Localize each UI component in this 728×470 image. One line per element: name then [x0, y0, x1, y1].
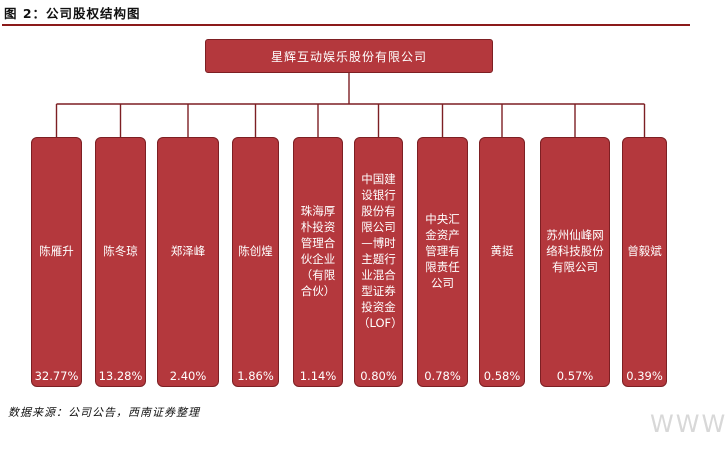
shareholder-name: 黄挺 — [490, 244, 514, 258]
shareholder-box: 珠海厚朴投资管理合伙企业（有限合伙） 1.14% — [293, 137, 343, 387]
shareholding-percentage: 13.28% — [98, 369, 143, 383]
shareholding-percentage: 1.86% — [237, 369, 274, 383]
shareholder-box: 黄挺 0.58% — [479, 137, 525, 387]
shareholding-percentage: 32.77% — [34, 369, 79, 383]
root-company-name: 星辉互动娱乐股份有限公司 — [270, 49, 427, 64]
shareholder-box: 中央汇金资产管理有限责任公司 0.78% — [417, 137, 468, 387]
shareholder-box: 陈冬琼 13.28% — [95, 137, 146, 387]
shareholder-box: 苏州仙峰网络科技股份有限公司 0.57% — [540, 137, 610, 387]
watermark: WWW — [650, 410, 728, 438]
shareholding-percentage: 0.78% — [424, 369, 461, 383]
shareholder-name: 郑泽峰 — [170, 244, 206, 258]
shareholder-name: 苏州仙峰网络科技股份有限公司 — [546, 228, 604, 274]
shareholding-percentage: 0.39% — [626, 369, 663, 383]
shareholding-percentage: 1.14% — [299, 369, 337, 383]
shareholding-percentage: 2.40% — [169, 369, 207, 383]
shareholder-box: 郑泽峰 2.40% — [157, 137, 219, 387]
shareholder-name: 中央汇金资产管理有限责任公司 — [425, 212, 460, 290]
shareholder-name: 中国建设银行股份有限公司—博时主题行业混合型证券投资金（LOF） — [358, 172, 403, 330]
root-company-box: 星辉互动娱乐股份有限公司 — [205, 39, 493, 73]
shareholding-percentage: 0.80% — [360, 369, 397, 383]
shareholding-percentage: 0.58% — [483, 369, 521, 383]
source-note: 数据来源：公司公告，西南证券整理 — [8, 406, 200, 419]
shareholder-name: 陈创煌 — [238, 244, 273, 258]
shareholder-name: 陈冬琼 — [103, 244, 138, 258]
shareholder-box: 曾毅斌 0.39% — [622, 137, 667, 387]
shareholder-name: 珠海厚朴投资管理合伙企业（有限合伙） — [300, 204, 336, 298]
shareholder-box: 陈创煌 1.86% — [232, 137, 279, 387]
shareholding-percentage: 0.57% — [556, 369, 594, 383]
shareholder-name: 陈雁升 — [39, 244, 74, 258]
title-divider — [2, 24, 690, 26]
shareholder-box: 中国建设银行股份有限公司—博时主题行业混合型证券投资金（LOF） 0.80% — [354, 137, 403, 387]
shareholder-box: 陈雁升 32.77% — [31, 137, 82, 387]
figure-title: 图 2：公司股权结构图 — [4, 6, 141, 21]
shareholder-name: 曾毅斌 — [627, 244, 662, 258]
